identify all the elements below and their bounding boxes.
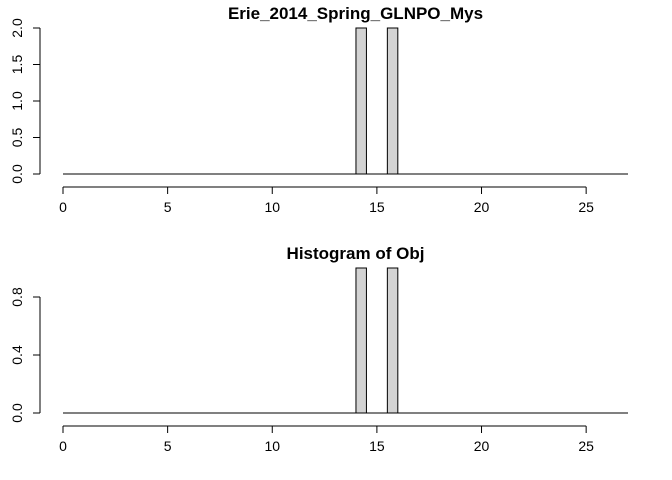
x-tick-label: 0 xyxy=(59,438,67,454)
histogram-bar xyxy=(355,267,367,414)
y-tick-label: 1.5 xyxy=(9,55,25,75)
x-tick-label: 25 xyxy=(578,199,594,215)
x-tick-label: 5 xyxy=(164,199,172,215)
x-tick-label: 10 xyxy=(264,438,280,454)
histogram-bar xyxy=(386,267,399,414)
x-tick-label: 20 xyxy=(474,438,490,454)
y-tick-label: 1.0 xyxy=(9,91,25,111)
x-tick-label: 25 xyxy=(578,438,594,454)
y-tick-label: 2.0 xyxy=(9,18,25,38)
y-tick-label: 0.0 xyxy=(9,403,25,423)
x-tick-label: 10 xyxy=(264,199,280,215)
chart-panel-bottom: Histogram of Obj 0 5 10 15 20 25 0.0 0.4 0.8 xyxy=(9,244,628,454)
y-tick-label: 0.4 xyxy=(9,345,25,365)
x-tick-label: 0 xyxy=(59,199,67,215)
y-tick-label: 0.8 xyxy=(9,287,25,307)
chart-title: Erie_2014_Spring_GLNPO_Mys xyxy=(228,4,483,23)
chart-panel-top: Erie_2014_Spring_GLNPO_Mys 0 5 10 15 20 25 0.0… xyxy=(9,4,628,215)
x-tick-label: 5 xyxy=(164,438,172,454)
chart-title: Histogram of Obj xyxy=(287,244,425,263)
x-tick-label: 15 xyxy=(369,199,385,215)
y-tick-label: 0.5 xyxy=(9,128,25,148)
y-tick-label: 0.0 xyxy=(9,164,25,184)
histogram-bar xyxy=(386,27,399,175)
x-tick-label: 20 xyxy=(474,199,490,215)
x-tick-label: 15 xyxy=(369,438,385,454)
histogram-bar xyxy=(355,27,367,175)
